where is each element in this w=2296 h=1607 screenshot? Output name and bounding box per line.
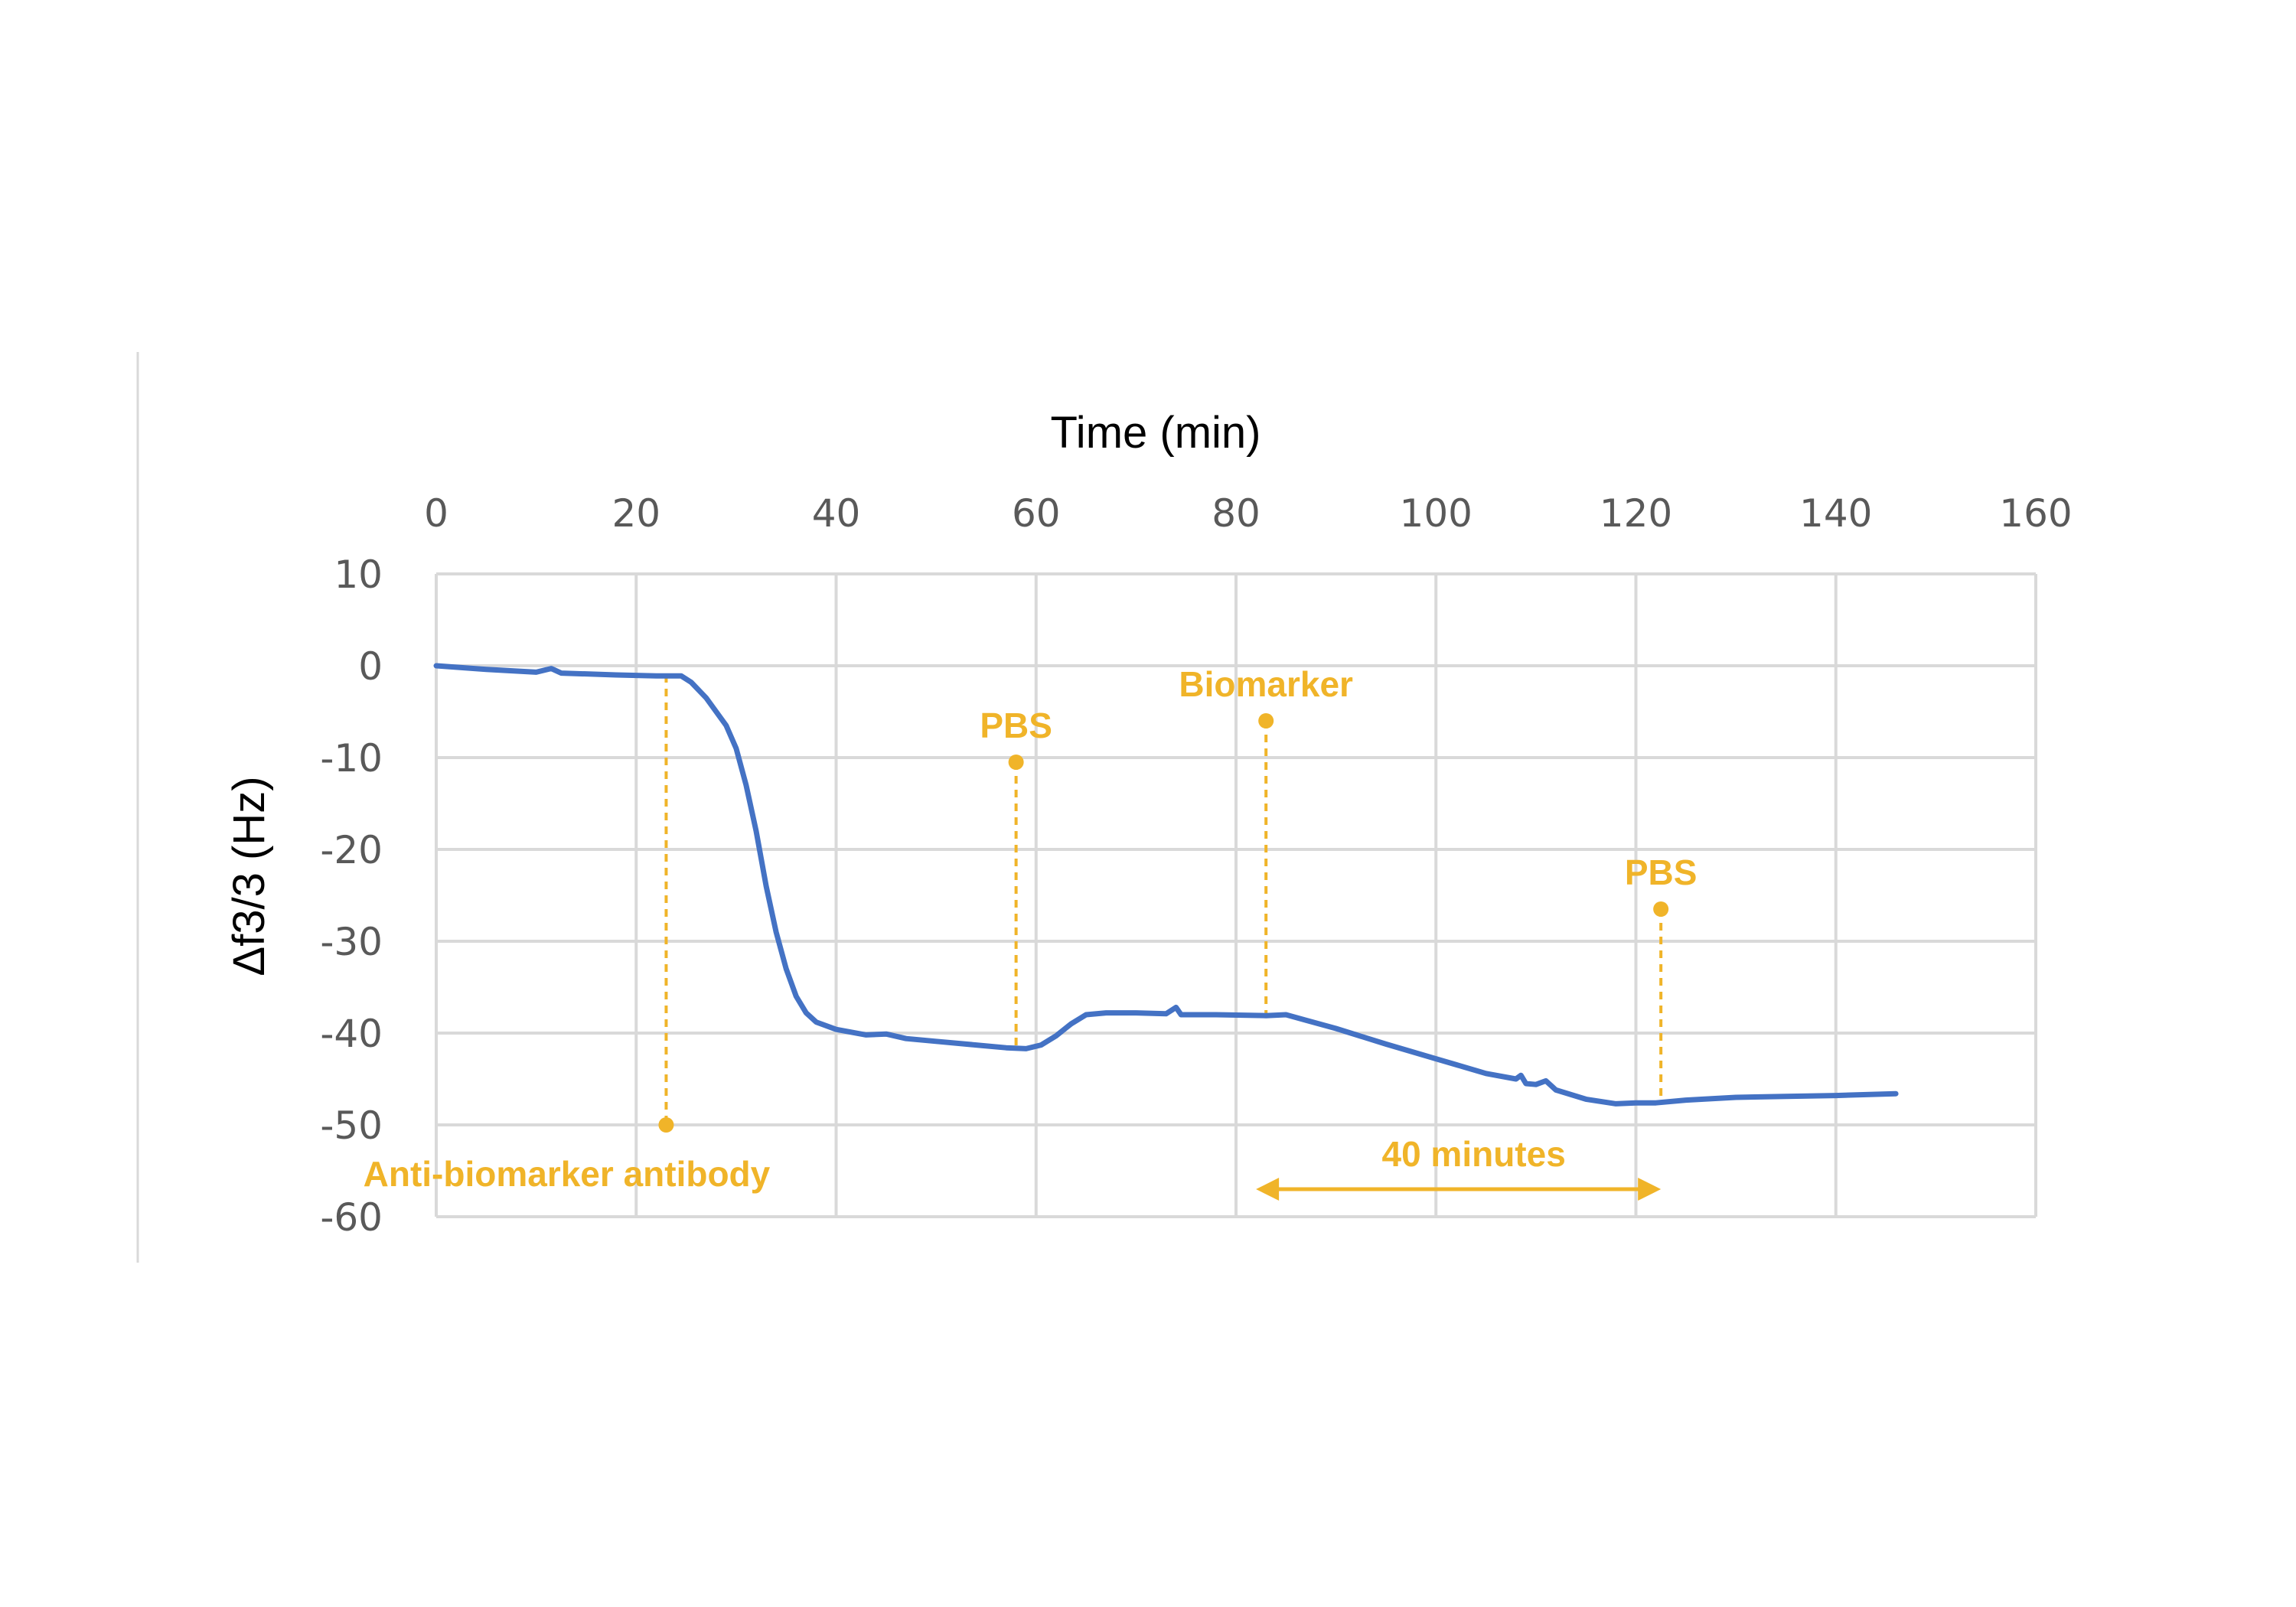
x-tick-label: 40 — [812, 491, 861, 536]
y-tick-label: -50 — [320, 1103, 383, 1148]
annotation-marker — [658, 1117, 674, 1133]
x-tick-label: 100 — [1400, 491, 1473, 536]
annotation-marker — [1653, 901, 1669, 917]
annotation-label: Anti-biomarker antibody — [364, 1154, 771, 1194]
annotation-label: PBS — [980, 706, 1052, 745]
y-tick-label: -60 — [320, 1195, 383, 1240]
span-arrowhead-left — [1256, 1178, 1280, 1201]
grid — [435, 572, 2037, 1218]
y-tick-label: -40 — [320, 1012, 383, 1056]
y-tick-label: 10 — [334, 553, 383, 597]
annotation-label: PBS — [1625, 852, 1698, 892]
x-tick-labels: 0 20 40 60 80 100 120 140 160 — [424, 491, 2073, 536]
annotation: Biomarker — [1179, 664, 1353, 1015]
span-arrowhead-right — [1638, 1178, 1662, 1201]
y-tick-label: -10 — [320, 736, 383, 781]
y-tick-labels: 10 0 -10 -20 -30 -40 -50 -60 — [320, 553, 383, 1240]
x-tick-label: 0 — [424, 491, 448, 536]
annotation: Anti-biomarker antibody — [364, 675, 771, 1194]
annotations: Anti-biomarker antibody PBS Biomarker PBS — [364, 664, 1698, 1194]
series-line — [433, 663, 1899, 1107]
x-tick-label: 80 — [1212, 491, 1261, 536]
y-tick-label: -30 — [320, 920, 383, 964]
x-tick-label: 120 — [1600, 491, 1672, 536]
y-axis-title: Δf3/3 (Hz) — [224, 776, 274, 976]
span-annotation: 40 minutes — [1256, 1134, 1662, 1201]
y-tick-label: -20 — [320, 828, 383, 872]
annotation-marker — [1008, 755, 1024, 770]
x-axis-title: Time (min) — [1051, 408, 1261, 458]
x-tick-label: 60 — [1012, 491, 1061, 536]
annotation: PBS — [1625, 852, 1698, 1103]
annotation-marker — [1258, 713, 1274, 729]
x-tick-label: 140 — [1799, 491, 1872, 536]
y-tick-label: 0 — [358, 644, 383, 689]
annotation: PBS — [980, 706, 1052, 1049]
x-tick-label: 20 — [612, 491, 660, 536]
x-tick-label: 160 — [1999, 491, 2072, 536]
span-label: 40 minutes — [1381, 1134, 1565, 1174]
annotation-label: Biomarker — [1179, 664, 1353, 704]
